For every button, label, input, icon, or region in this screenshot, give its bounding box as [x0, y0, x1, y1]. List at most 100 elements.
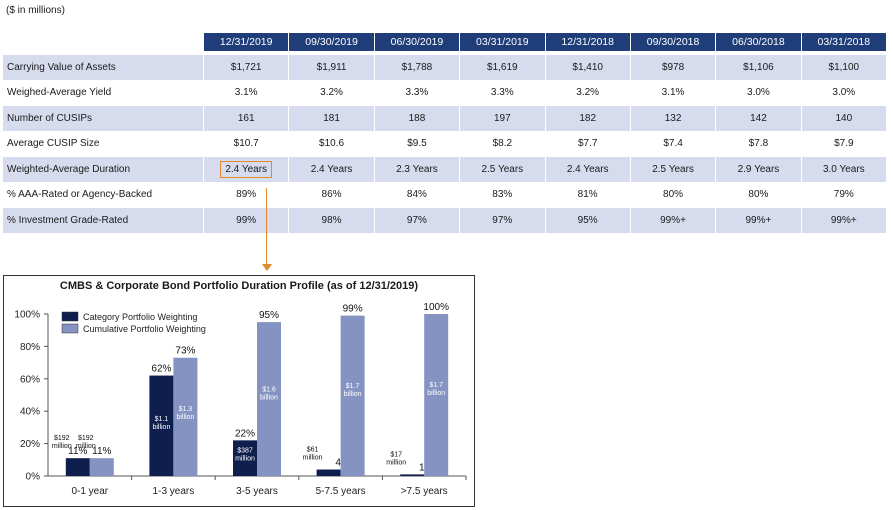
- bar: [400, 474, 425, 476]
- table-cell: 2.4 Years: [545, 157, 630, 183]
- y-tick-label: 40%: [20, 407, 40, 418]
- down-arrow-icon: [262, 264, 272, 271]
- bar-amount-label: $387: [237, 447, 253, 454]
- row-label: % Investment Grade-Rated: [3, 208, 203, 234]
- legend-swatch: [61, 311, 79, 322]
- table-cell: 80%: [630, 182, 716, 208]
- bar: [149, 375, 174, 476]
- table-cell: $9.5: [374, 131, 460, 157]
- table-cell: 86%: [289, 182, 374, 208]
- row-label: Weighted-Average Duration: [3, 157, 203, 183]
- column-header: 03/31/2018: [801, 33, 886, 55]
- table-cell: 84%: [374, 182, 460, 208]
- column-header: 06/30/2019: [374, 33, 460, 55]
- column-header: 06/30/2018: [716, 33, 801, 55]
- column-header: 09/30/2018: [630, 33, 716, 55]
- y-tick-label: 100%: [14, 310, 40, 321]
- table-row: Weighted-Average Duration 2.4 Years 2.4 …: [3, 157, 886, 183]
- bar-amount-label: million: [386, 459, 406, 466]
- table-cell: 98%: [289, 208, 374, 234]
- bar-amount-label: $1.1: [155, 416, 169, 423]
- table-cell: 3.3%: [460, 80, 545, 106]
- y-tick-label: 60%: [20, 374, 40, 385]
- row-label: Average CUSIP Size: [3, 131, 203, 157]
- table-cell: 97%: [374, 208, 460, 234]
- bar-amount-label: billion: [176, 414, 194, 421]
- table-cell: 142: [716, 106, 801, 132]
- table-cell: $1,911: [289, 55, 374, 81]
- table-cell: 2.9 Years: [716, 157, 801, 183]
- table-cell: $1,410: [545, 55, 630, 81]
- table-cell: 99%: [204, 208, 289, 234]
- table-cell: 97%: [460, 208, 545, 234]
- table-cell: $7.4: [630, 131, 716, 157]
- table-cell: 3.1%: [630, 80, 716, 106]
- table-cell-highlighted: 2.4 Years: [204, 157, 289, 183]
- table-cell: $978: [630, 55, 716, 81]
- table-cell: 2.4 Years: [289, 157, 374, 183]
- highlighted-duration: 2.4 Years: [220, 160, 273, 178]
- bar: [89, 458, 114, 476]
- x-tick-label: 5-7.5 years: [316, 486, 366, 497]
- table-row: Average CUSIP Size $10.7 $10.6 $9.5 $8.2…: [3, 131, 886, 157]
- x-tick-label: >7.5 years: [401, 486, 448, 497]
- bar-amount-label: $17: [390, 451, 402, 458]
- legend-label: Cumulative Portfolio Weighting: [83, 324, 206, 334]
- row-label: Number of CUSIPs: [3, 106, 203, 132]
- table-cell: $1,106: [716, 55, 801, 81]
- bar-amount-label: million: [52, 443, 72, 450]
- data-label: 11%: [92, 446, 111, 457]
- row-label: Weighed-Average Yield: [3, 80, 203, 106]
- bar-amount-label: billion: [152, 424, 170, 431]
- legend-swatch: [61, 323, 79, 334]
- data-label: 73%: [175, 346, 195, 357]
- bar: [173, 357, 198, 476]
- table-cell: $7.9: [801, 131, 886, 157]
- table-cell: 197: [460, 106, 545, 132]
- bar-amount-label: $1.7: [346, 383, 360, 390]
- table-cell: $7.7: [545, 131, 630, 157]
- x-tick-label: 1-3 years: [153, 486, 195, 497]
- table-row: Carrying Value of Assets $1,721 $1,911 $…: [3, 55, 886, 81]
- table-cell: 99%+: [630, 208, 716, 234]
- table-header-row: 12/31/2019 09/30/2019 06/30/2019 03/31/2…: [3, 33, 886, 55]
- table-row: Number of CUSIPs 161 181 188 197 182 132…: [3, 106, 886, 132]
- table-cell: 79%: [801, 182, 886, 208]
- bar-amount-label: $61: [307, 447, 319, 454]
- x-tick-label: 3-5 years: [236, 486, 278, 497]
- table-cell: 2.3 Years: [374, 157, 460, 183]
- table-cell: 89%: [204, 182, 289, 208]
- connector-line: [266, 188, 267, 268]
- table-cell: 182: [545, 106, 630, 132]
- data-label: 22%: [235, 428, 255, 439]
- table-cell: $1,721: [204, 55, 289, 81]
- column-header: 03/31/2019: [460, 33, 545, 55]
- data-label: 62%: [151, 364, 171, 375]
- chart-plot: 0%20%40%60%80%100%0-1 year11%$192million…: [14, 302, 467, 497]
- table-cell: 132: [630, 106, 716, 132]
- bar-amount-label: billion: [344, 391, 362, 398]
- bar-amount-label: $1.6: [262, 386, 276, 393]
- table-cell: 3.0 Years: [801, 157, 886, 183]
- table-cell: 2.5 Years: [460, 157, 545, 183]
- x-tick-label: 0-1 year: [71, 486, 108, 497]
- table-cell: 83%: [460, 182, 545, 208]
- table-cell: 81%: [545, 182, 630, 208]
- table-cell: 3.0%: [716, 80, 801, 106]
- table-cell: 95%: [545, 208, 630, 234]
- table-cell: 99%+: [716, 208, 801, 234]
- table-cell: 3.2%: [545, 80, 630, 106]
- table-cell: $1,619: [460, 55, 545, 81]
- data-label: 95%: [259, 310, 279, 321]
- table-cell: 99%+: [801, 208, 886, 234]
- table-cell: 3.1%: [204, 80, 289, 106]
- bar-amount-label: billion: [427, 390, 445, 397]
- column-header: 12/31/2018: [545, 33, 630, 55]
- bar-amount-label: $192: [78, 435, 94, 442]
- y-tick-label: 0%: [26, 472, 41, 483]
- table-row: Weighed-Average Yield 3.1% 3.2% 3.3% 3.3…: [3, 80, 886, 106]
- bar-amount-label: billion: [260, 394, 278, 401]
- bar: [424, 314, 449, 476]
- column-header: 12/31/2019: [204, 33, 289, 55]
- bar-amount-label: million: [235, 455, 255, 462]
